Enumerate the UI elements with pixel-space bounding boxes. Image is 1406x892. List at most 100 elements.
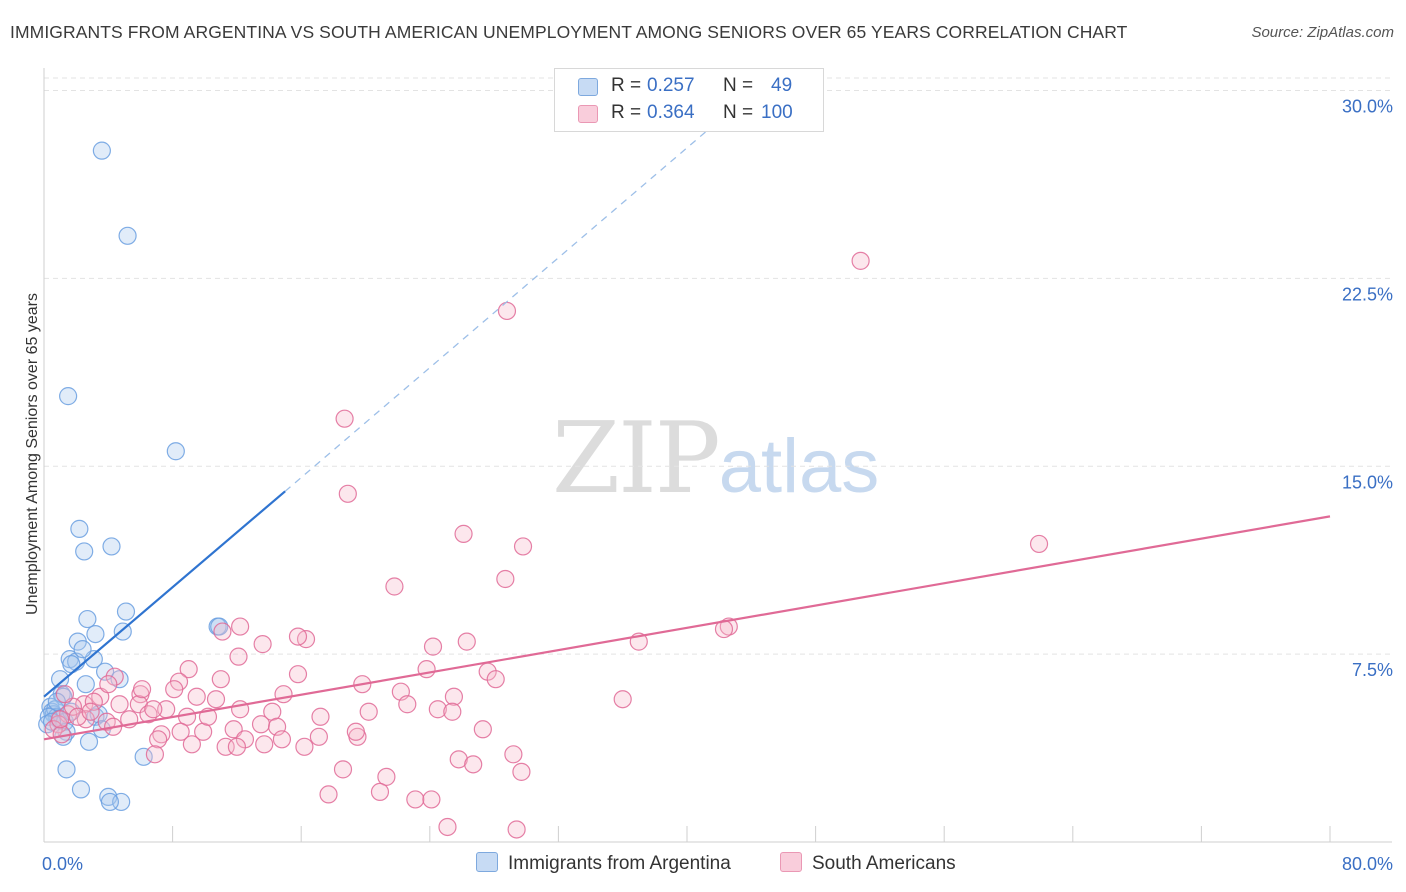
point-south-americans — [213, 622, 232, 641]
point-argentina — [73, 640, 92, 659]
point-south-americans — [438, 817, 457, 837]
point-south-americans — [422, 790, 441, 809]
point-argentina — [76, 675, 95, 694]
point-south-americans — [229, 647, 248, 666]
point-argentina — [100, 792, 120, 812]
point-south-americans — [171, 722, 190, 741]
point-argentina — [71, 780, 91, 799]
point-argentina — [62, 655, 81, 674]
point-argentina — [166, 442, 185, 461]
point-south-americans — [144, 700, 163, 719]
point-argentina — [110, 670, 129, 689]
point-south-americans — [443, 702, 462, 721]
point-south-americans — [319, 785, 338, 804]
point-argentina — [116, 602, 136, 621]
point-south-americans — [473, 720, 492, 739]
point-south-americans — [444, 687, 464, 706]
point-south-americans — [145, 745, 165, 764]
point-south-americans — [211, 670, 230, 689]
y-tick-label: 30.0% — [1342, 97, 1393, 117]
point-south-americans — [251, 715, 271, 734]
point-argentina — [70, 519, 89, 538]
point-south-americans — [359, 702, 378, 721]
point-south-americans — [274, 685, 293, 704]
trend-line-argentina — [43, 490, 286, 698]
bottom-legend-argentina[interactable]: Immigrants from Argentina — [476, 852, 731, 875]
point-south-americans — [206, 690, 226, 709]
point-south-americans — [512, 762, 531, 781]
point-argentina — [57, 760, 76, 779]
point-south-americans — [851, 251, 870, 270]
point-south-americans — [335, 409, 354, 428]
point-argentina — [92, 141, 111, 160]
point-south-americans — [255, 735, 274, 754]
point-south-americans — [309, 727, 328, 746]
point-south-americans — [496, 569, 515, 589]
data-points — [38, 141, 1049, 839]
watermark-zip: ZIP — [552, 402, 721, 516]
bottom-legend-south-americans[interactable]: South Americans — [780, 852, 956, 875]
point-south-americans — [165, 680, 184, 699]
legend-r-label: R = — [611, 102, 642, 123]
legend-r-value: 0.364 — [647, 102, 695, 123]
axes — [43, 68, 1392, 843]
point-argentina — [79, 732, 99, 751]
point-south-americans — [613, 690, 632, 709]
legend-label-argentina: Immigrants from Argentina — [508, 853, 731, 874]
point-argentina — [86, 624, 105, 644]
point-south-americans — [187, 687, 206, 706]
y-tick-label: 7.5% — [1352, 660, 1393, 680]
legend-n-label: N = — [723, 75, 754, 96]
point-south-americans — [179, 660, 198, 679]
point-south-americans — [288, 665, 308, 684]
point-argentina — [75, 542, 94, 561]
trend-line-argentina-extension — [284, 122, 717, 492]
point-south-americans — [227, 737, 246, 756]
point-south-americans — [132, 680, 152, 699]
watermark-atlas: atlas — [718, 424, 880, 509]
point-south-americans — [486, 670, 505, 689]
point-south-americans — [110, 695, 129, 714]
point-south-americans — [504, 745, 523, 764]
point-south-americans — [377, 767, 396, 786]
point-south-americans — [253, 635, 272, 654]
point-south-americans — [129, 695, 148, 714]
legend-n-label: N = — [723, 102, 754, 123]
point-south-americans — [105, 667, 124, 686]
legend-swatch-south-americans — [578, 105, 598, 123]
point-south-americans — [182, 735, 201, 754]
point-argentina — [118, 226, 137, 245]
point-south-americans — [295, 737, 314, 756]
point-south-americans — [454, 524, 473, 543]
point-south-americans — [231, 617, 250, 636]
source-credit: Source: ZipAtlas.com — [1251, 24, 1394, 41]
point-argentina — [59, 387, 78, 406]
point-south-americans — [464, 755, 483, 774]
legend-label-south-americans: South Americans — [812, 853, 956, 874]
point-south-americans — [311, 707, 330, 726]
point-south-americans — [288, 627, 308, 646]
point-argentina — [78, 609, 97, 629]
legend-r-label: R = — [611, 75, 642, 96]
point-argentina — [102, 537, 121, 556]
point-south-americans — [50, 710, 70, 729]
tick-labels: 7.5% 15.0% 22.5% 30.0% 0.0% 80.0% — [42, 97, 1393, 874]
x-tick-label: 0.0% — [42, 854, 83, 874]
chart-title: IMMIGRANTS FROM ARGENTINA VS SOUTH AMERI… — [10, 22, 1128, 42]
legend-swatch-south-americans — [780, 852, 802, 872]
correlation-legend: R = 0.257 N = 49 R = 0.364 N = 100 — [554, 68, 824, 132]
point-south-americans — [370, 782, 390, 802]
legend-r-value: 0.257 — [647, 75, 695, 96]
point-argentina — [134, 747, 153, 766]
point-south-americans — [272, 730, 292, 749]
point-south-americans — [497, 301, 517, 321]
point-south-americans — [81, 702, 100, 721]
trend-lines — [43, 122, 1331, 741]
point-south-americans — [406, 790, 425, 809]
point-south-americans — [99, 675, 118, 694]
point-south-americans — [333, 760, 353, 779]
point-south-americans — [385, 577, 404, 596]
point-south-americans — [1029, 534, 1049, 554]
y-tick-label: 22.5% — [1342, 284, 1393, 304]
point-south-americans — [398, 695, 417, 714]
